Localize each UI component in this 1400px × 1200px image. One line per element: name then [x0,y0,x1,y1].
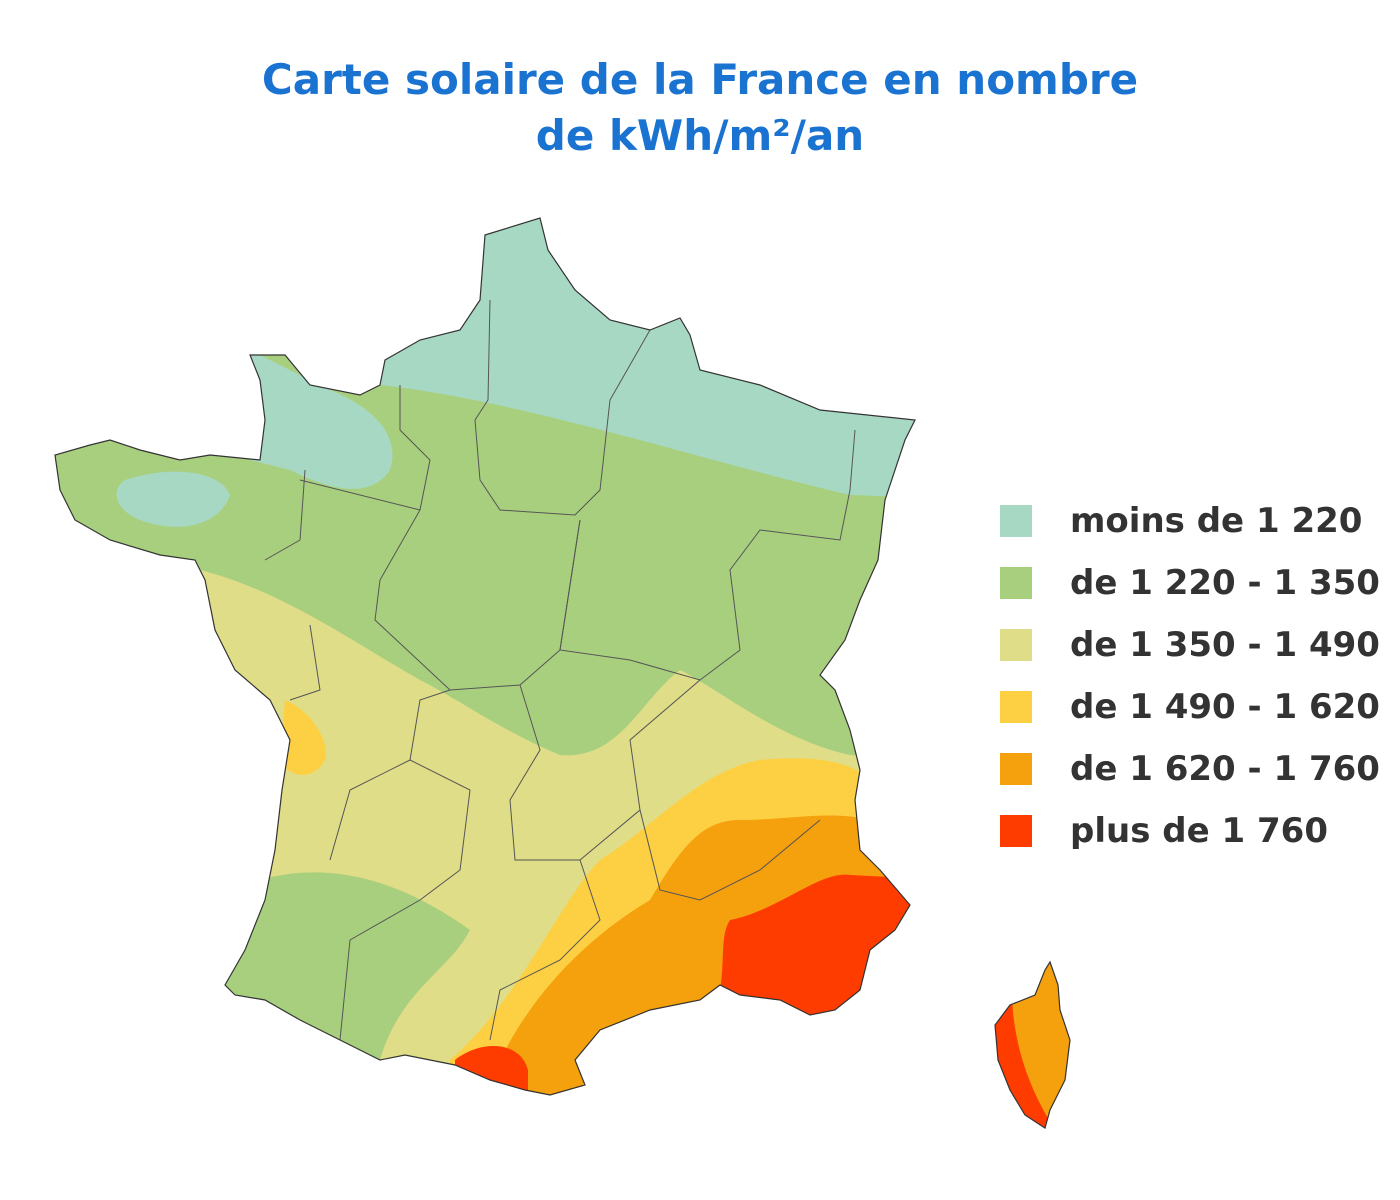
corsica [995,962,1070,1128]
legend-label: de 1 490 - 1 620 [1070,687,1380,727]
legend-swatch [1000,505,1032,537]
legend-item: plus de 1 760 [1000,800,1380,862]
legend-item: de 1 620 - 1 760 [1000,738,1380,800]
legend-label: plus de 1 760 [1070,811,1328,851]
legend-item: de 1 220 - 1 350 [1000,552,1380,614]
title: Carte solaire de la France en nombre de … [261,55,1139,160]
legend-label: de 1 620 - 1 760 [1070,749,1380,789]
legend-swatch [1000,815,1032,847]
legend-label: de 1 350 - 1 490 [1070,625,1380,665]
legend-label: de 1 220 - 1 350 [1070,563,1380,603]
legend-swatch [1000,629,1032,661]
legend: moins de 1 220 de 1 220 - 1 350 de 1 350 -… [1000,490,1380,862]
legend-item: de 1 350 - 1 490 [1000,614,1380,676]
mainland [55,218,915,1095]
legend-item: moins de 1 220 [1000,490,1380,552]
legend-label: moins de 1 220 [1070,501,1363,541]
legend-swatch [1000,691,1032,723]
legend-swatch [1000,753,1032,785]
legend-swatch [1000,567,1032,599]
legend-item: de 1 490 - 1 620 [1000,676,1380,738]
region-borders [264,299,856,1041]
